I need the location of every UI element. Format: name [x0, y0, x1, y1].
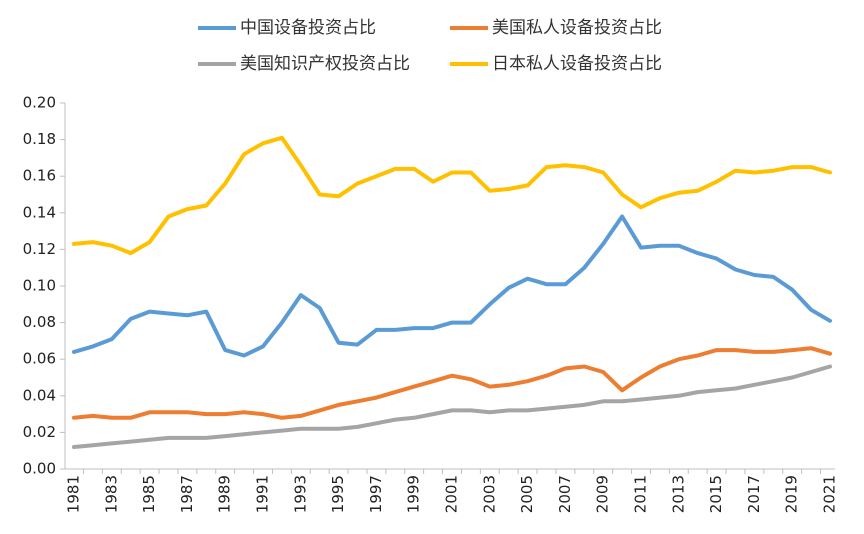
y-tick-label: 0.18: [23, 130, 56, 148]
y-tick-label: 0.10: [23, 277, 56, 295]
y-axis: 0.00 0.02 0.04 0.06 0.08 0.10 0.12 0.14 0.16 0.18…: [23, 94, 66, 478]
x-tick-label: 1981: [65, 475, 83, 513]
x-tick-label: 1989: [216, 475, 234, 513]
x-tick-label: 1997: [367, 475, 385, 513]
legend-label-0: 中国设备投资占比: [240, 18, 376, 38]
legend-label-3: 日本私人设备投资占比: [492, 54, 662, 74]
legend-label-1: 美国私人设备投资占比: [492, 18, 662, 38]
y-tick-label: 0.08: [23, 313, 56, 331]
x-tick-label: 1991: [254, 475, 272, 513]
x-tick-label: 1999: [405, 475, 423, 513]
x-tick-label: 2017: [745, 475, 763, 513]
y-tick-label: 0.00: [23, 460, 56, 478]
plot-area: [72, 135, 832, 449]
x-tick-label: 2007: [556, 475, 574, 513]
legend-label-2: 美国知识产权投资占比: [240, 54, 410, 74]
x-tick-label: 2009: [594, 475, 612, 513]
x-tick-label: 2003: [480, 475, 498, 513]
y-tick-label: 0.16: [23, 167, 56, 185]
y-tick-label: 0.04: [23, 386, 56, 404]
y-tick-label: 0.20: [23, 94, 56, 112]
x-tick-label: 1995: [329, 475, 347, 513]
series-line-3: [72, 135, 832, 256]
x-axis: 1981 1983 1985 1987 1989 1991 1993 1995 1997 1999…: [65, 468, 839, 513]
x-tick-label: 2015: [707, 475, 725, 513]
x-tick-label: 1983: [102, 475, 120, 513]
x-tick-label: 2005: [518, 475, 536, 513]
x-tick-label: 1985: [140, 475, 158, 513]
series-line-2: [72, 364, 832, 449]
y-tick-label: 0.12: [23, 240, 56, 258]
x-tick-label: 2019: [783, 475, 801, 513]
series-line-0: [72, 214, 832, 358]
x-tick-label: 2013: [669, 475, 687, 513]
y-tick-label: 0.14: [23, 203, 56, 221]
x-tick-label: 1993: [291, 475, 309, 513]
x-tick-label: 2011: [632, 475, 650, 513]
y-tick-label: 0.06: [23, 350, 56, 368]
x-tick-label: 2021: [821, 475, 839, 513]
y-tick-label: 0.02: [23, 423, 56, 441]
x-tick-label: 2001: [443, 475, 461, 513]
x-tick-label: 1987: [178, 475, 196, 513]
series-line-1: [72, 346, 832, 420]
